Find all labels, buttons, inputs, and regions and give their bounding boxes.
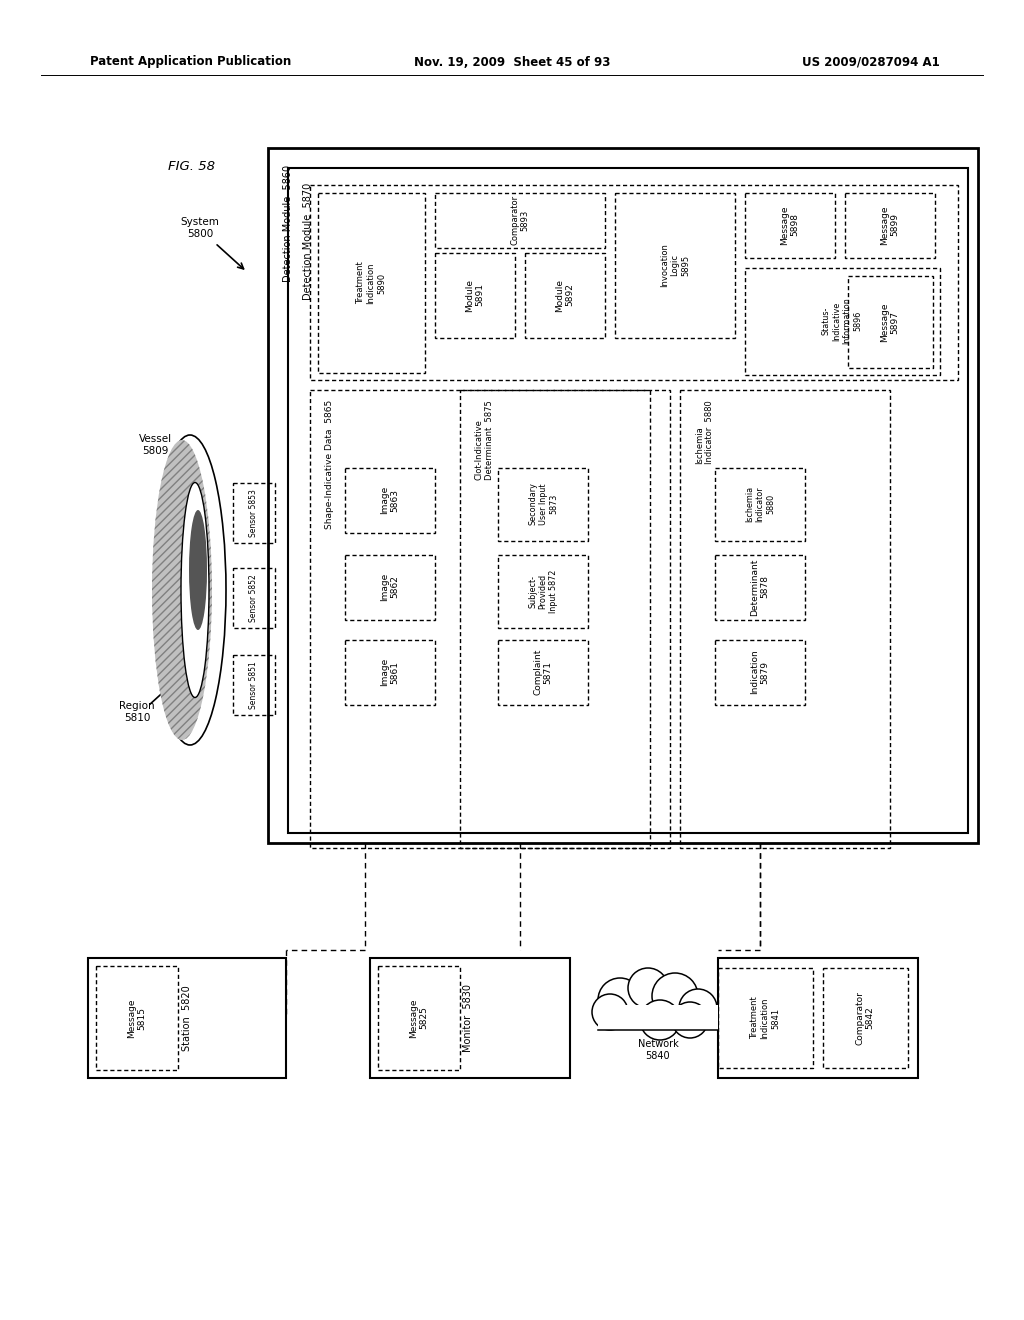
Text: Vessel
5809: Vessel 5809 (138, 434, 172, 455)
Text: Ischemia
Indicator  5880: Ischemia Indicator 5880 (695, 400, 715, 463)
Text: Subject-
Provided
Input 5872: Subject- Provided Input 5872 (528, 569, 558, 612)
Text: Message
5897: Message 5897 (881, 302, 900, 342)
Text: Invocation
Logic
5895: Invocation Logic 5895 (660, 243, 690, 286)
Bar (718, 968, 813, 1068)
Circle shape (628, 968, 668, 1008)
Text: Determinant
5878: Determinant 5878 (751, 558, 770, 615)
Circle shape (640, 1001, 680, 1040)
Text: Status-
Indicative
Information
5896: Status- Indicative Information 5896 (822, 297, 862, 345)
Ellipse shape (154, 436, 226, 744)
Bar (460, 389, 670, 847)
Ellipse shape (189, 510, 207, 630)
Bar (525, 253, 605, 338)
Bar (715, 640, 805, 705)
Circle shape (592, 994, 628, 1030)
Text: Treatment
Indication
5841: Treatment Indication 5841 (751, 997, 780, 1039)
Bar (845, 193, 935, 257)
Text: Network
5840: Network 5840 (638, 1039, 678, 1061)
Bar (318, 193, 425, 374)
Bar (96, 966, 178, 1071)
Bar (378, 966, 460, 1071)
Text: Ischemia
Indicator
5880: Ischemia Indicator 5880 (745, 486, 775, 523)
Ellipse shape (181, 483, 209, 697)
Circle shape (598, 978, 642, 1022)
Bar (745, 193, 835, 257)
Text: Region
5810: Region 5810 (119, 701, 155, 723)
Text: Message
5899: Message 5899 (881, 205, 900, 244)
Bar (680, 389, 890, 847)
Bar (88, 958, 286, 1078)
Bar (370, 958, 570, 1078)
Bar (345, 640, 435, 705)
Text: Treatment
Indication
5890: Treatment Indication 5890 (356, 261, 386, 305)
Bar (823, 968, 908, 1068)
Bar (498, 554, 588, 628)
Bar (345, 554, 435, 620)
Bar (498, 469, 588, 541)
Bar (233, 568, 275, 628)
Bar (718, 958, 918, 1078)
Text: Image
5861: Image 5861 (380, 657, 399, 686)
Bar (345, 469, 435, 533)
Text: Image
5862: Image 5862 (380, 573, 399, 601)
Text: Comparator
5893: Comparator 5893 (510, 195, 529, 246)
Text: Shape-Indicative Data  5865: Shape-Indicative Data 5865 (325, 400, 334, 529)
Text: Message
5815: Message 5815 (127, 998, 146, 1038)
Text: Secondary
User Input
5873: Secondary User Input 5873 (528, 483, 558, 525)
Bar (848, 276, 933, 368)
Bar (310, 185, 958, 380)
Bar (615, 193, 735, 338)
Text: Module
5891: Module 5891 (465, 279, 484, 312)
Text: Clot-Indicative
Determinant  5875: Clot-Indicative Determinant 5875 (475, 400, 495, 479)
Bar (715, 469, 805, 541)
Text: Sensor 5853: Sensor 5853 (250, 490, 258, 537)
Bar (435, 193, 605, 248)
Bar (310, 389, 650, 847)
Text: Message
5825: Message 5825 (410, 998, 429, 1038)
Text: Indication
5879: Indication 5879 (751, 649, 770, 694)
Text: US 2009/0287094 A1: US 2009/0287094 A1 (802, 55, 940, 69)
Bar (288, 168, 968, 833)
Text: Message
5898: Message 5898 (780, 205, 800, 244)
Text: Monitor  5830: Monitor 5830 (463, 983, 473, 1052)
Bar (268, 148, 978, 843)
Bar (598, 1005, 718, 1030)
Bar (233, 655, 275, 715)
Bar (715, 554, 805, 620)
Text: Nov. 19, 2009  Sheet 45 of 93: Nov. 19, 2009 Sheet 45 of 93 (414, 55, 610, 69)
Text: Complaint
5871: Complaint 5871 (534, 649, 553, 696)
Text: Module
5892: Module 5892 (555, 279, 574, 312)
Text: Detection Module  5860: Detection Module 5860 (283, 165, 293, 282)
Text: Sensor 5852: Sensor 5852 (250, 574, 258, 622)
Text: Comparator
5842: Comparator 5842 (855, 991, 874, 1045)
Text: FIG. 58: FIG. 58 (168, 161, 215, 173)
Circle shape (652, 973, 698, 1019)
Bar (498, 640, 588, 705)
Text: Station  5820: Station 5820 (182, 985, 193, 1051)
Bar (435, 253, 515, 338)
Text: Image
5863: Image 5863 (380, 486, 399, 513)
Circle shape (672, 1002, 708, 1038)
Text: Sensor 5851: Sensor 5851 (250, 661, 258, 709)
Text: Detection Module  5870: Detection Module 5870 (303, 183, 313, 300)
Text: Patent Application Publication: Patent Application Publication (90, 55, 291, 69)
Ellipse shape (152, 440, 212, 741)
Text: System
5800: System 5800 (180, 218, 219, 239)
Bar (745, 268, 940, 375)
Bar (233, 483, 275, 543)
Circle shape (679, 989, 717, 1027)
